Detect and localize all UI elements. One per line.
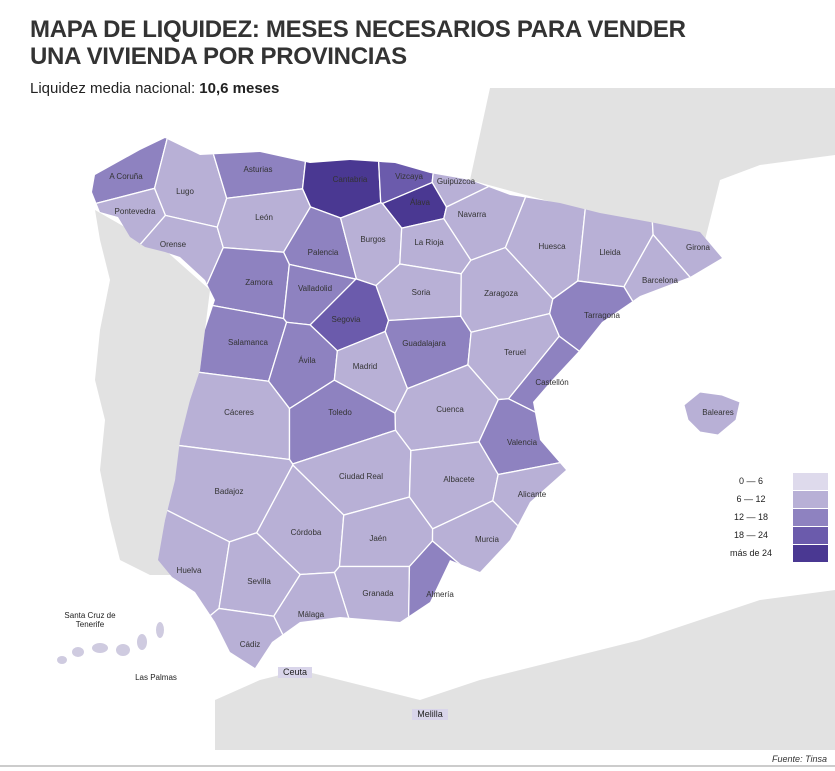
province-label: Albacete [443,475,475,484]
legend-label: más de 24 [729,548,773,558]
province-label: Pontevedra [115,207,156,216]
province-label: Badajoz [215,487,244,496]
subtitle: Liquidez media nacional: 10,6 meses [30,80,279,97]
province-label: Segovia [332,315,361,324]
province-label: Soria [412,288,431,297]
province-labels: A Coruña Lugo Pontevedra Orense Asturias Cant… [109,165,733,649]
province-label: Girona [686,243,711,252]
province-label: Castellón [535,378,568,387]
province-label: Palencia [308,248,339,257]
legend-swatch [793,473,828,490]
legend-swatch [793,527,828,544]
province-label: Ciudad Real [339,472,383,481]
province-label: Valladolid [298,284,332,293]
land-africa [215,590,835,750]
province-label: La Rioja [414,238,444,247]
province-label: León [255,213,273,222]
province-label: Salamanca [228,338,269,347]
province-label: Navarra [458,210,487,219]
province-label: Alicante [518,490,547,499]
province-label: Lugo [176,187,194,196]
legend-swatch [793,491,828,508]
province-label: Zaragoza [484,289,518,298]
province-label: Jaén [369,534,386,543]
province-label: Guadalajara [402,339,446,348]
province [548,280,722,466]
province-label: A Coruña [109,172,143,181]
province-label: Tarragona [584,311,621,320]
province-label: Baleares [702,408,734,417]
province [683,391,741,436]
land-portugal [95,210,210,575]
province-label: Sevilla [247,577,271,586]
province-label: Vizcaya [395,172,423,181]
province-label: Cádiz [240,640,260,649]
province-label: Madrid [353,362,377,371]
province [478,398,618,476]
province-label: Murcia [475,535,500,544]
province-label: Guipúzcoa [437,177,476,186]
province-label: Barcelona [642,276,679,285]
province-label: Toledo [328,408,352,417]
province-label: Huelva [177,566,202,575]
canary-islands [57,622,164,664]
province-label: Asturias [244,165,273,174]
province [153,138,228,228]
legend-swatch [793,545,828,562]
legend-label: 12 — 18 [733,512,769,522]
source: Fuente: Tinsa [772,754,827,764]
province-label: Álava [410,198,431,207]
province-label: Huesca [538,242,566,251]
subtitle-label: Liquidez media nacional: [30,80,196,97]
province-label: Cuenca [436,405,464,414]
province-label: Granada [362,589,394,598]
subtitle-value: 10,6 meses [199,80,280,97]
province-label: Córdoba [291,528,322,537]
province-label: Ávila [298,356,316,365]
province-label: Orense [160,240,187,249]
legend-label: 18 — 24 [733,530,769,540]
province-label: Teruel [504,348,526,357]
province-label: Cáceres [224,408,254,417]
province-label: Málaga [298,610,325,619]
legend-swatch [793,509,828,526]
title: MAPA DE LIQUIDEZ: MESES NECESARIOS PARA … [30,16,686,70]
city-label: Ceuta [278,667,312,678]
province-label: Valencia [507,438,538,447]
island-label: Las Palmas [135,673,177,682]
legend-label: 6 — 12 [736,494,766,504]
province-label: Cantabria [333,175,368,184]
province [301,138,382,219]
province-label: Zamora [245,278,273,287]
province-label: Burgos [360,235,385,244]
province-label: Lleida [599,248,621,257]
land-europe [470,88,835,240]
legend-label: 0 — 6 [738,476,763,486]
island-label: Santa Cruz de Tenerife [64,611,116,629]
province-label: Almería [426,590,454,599]
city-label: Melilla [412,709,448,720]
